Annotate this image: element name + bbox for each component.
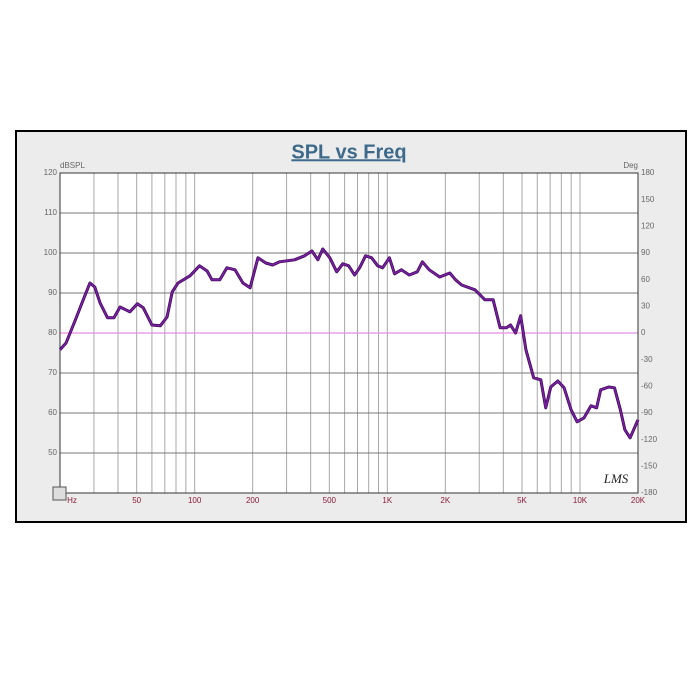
y-tick-label: 120 [44, 168, 58, 177]
x-tick-label: Hz [67, 496, 77, 505]
y2-tick-label: 150 [641, 195, 655, 204]
y2-tick-label: -150 [641, 461, 658, 470]
x-tick-label: 200 [246, 496, 260, 505]
x-tick-label: 2K [440, 496, 450, 505]
spl-curve [59, 248, 639, 439]
y-axis-label: dBSPL [60, 161, 85, 170]
y2-tick-label: 60 [641, 275, 650, 284]
y-tick-label: 100 [44, 248, 58, 257]
y2-tick-label: 120 [641, 221, 655, 230]
x-tick-label: 50 [132, 496, 141, 505]
y2-axis-label: Deg [623, 161, 638, 170]
plot-border [59, 172, 639, 494]
y2-tick-label: 30 [641, 301, 650, 310]
y2-tick-label: 180 [641, 168, 655, 177]
y2-tick-label: -60 [641, 381, 653, 390]
y2-tick-label: -180 [641, 488, 658, 497]
corner-icon [52, 486, 67, 501]
x-tick-label: 500 [323, 496, 337, 505]
x-tick-label: 5K [517, 496, 527, 505]
x-tick-label: 20K [631, 496, 646, 505]
y-tick-label: 90 [48, 288, 57, 297]
logo: LMS [603, 471, 629, 486]
y2-tick-label: -90 [641, 408, 653, 417]
y2-tick-label: 90 [641, 248, 650, 257]
y-tick-label: 50 [48, 448, 57, 457]
y-tick-label: 80 [48, 328, 57, 337]
y2-tick-label: 0 [641, 328, 646, 337]
y-tick-label: 70 [48, 368, 57, 377]
x-tick-label: 100 [188, 496, 202, 505]
y-tick-label: 60 [48, 408, 57, 417]
x-tick-label: 1K [382, 496, 392, 505]
x-tick-label: 10K [573, 496, 588, 505]
chart-title: SPL vs Freq [291, 141, 406, 163]
y2-tick-label: -120 [641, 435, 658, 444]
y2-tick-label: -30 [641, 355, 653, 364]
y-tick-label: 110 [44, 208, 57, 217]
